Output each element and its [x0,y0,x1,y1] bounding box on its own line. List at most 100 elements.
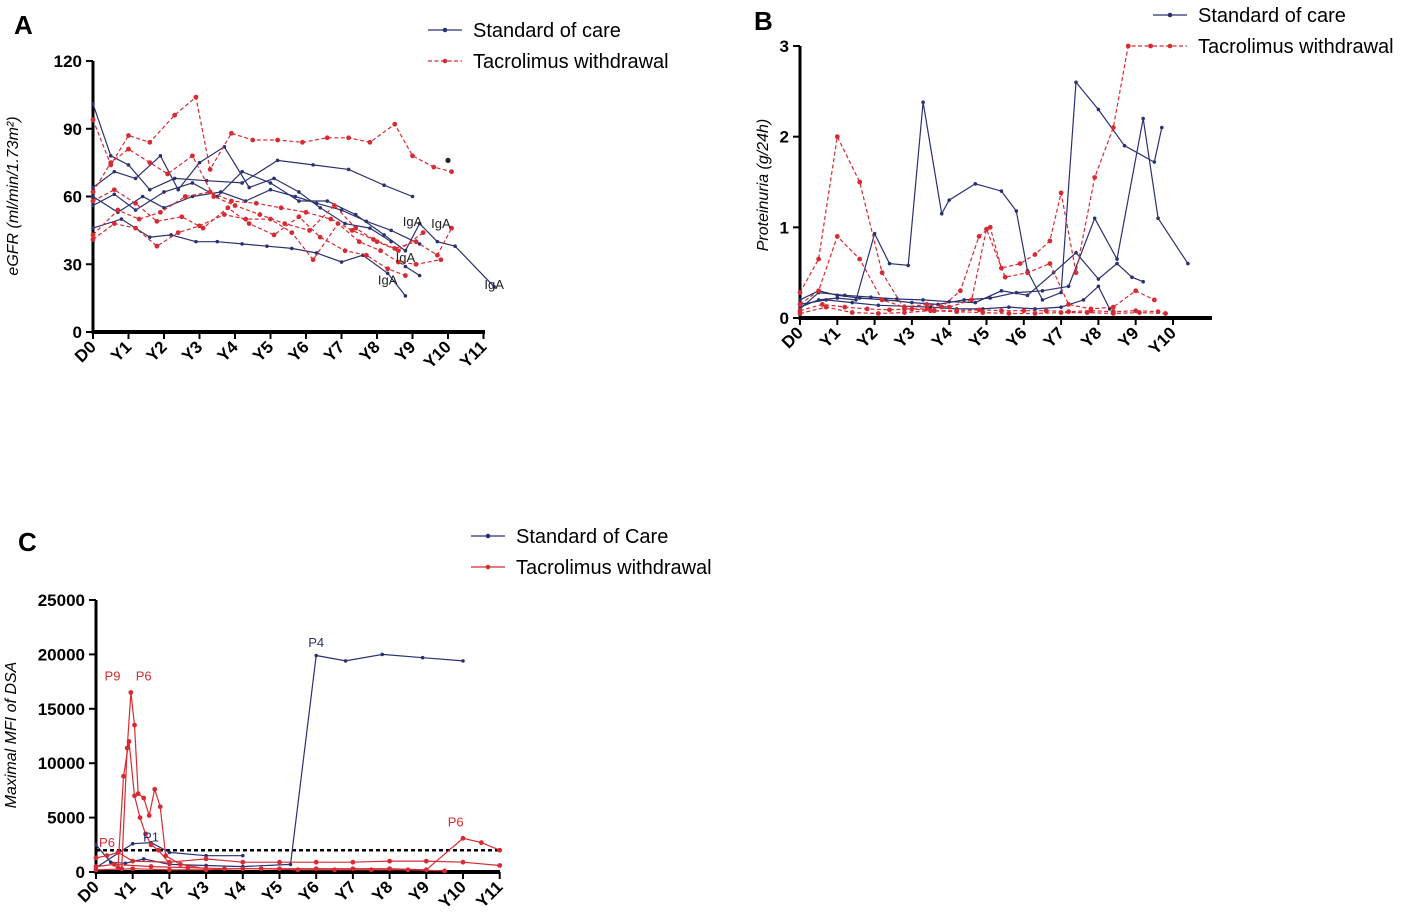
legend-label: Standard of Care [516,526,668,548]
data-point [297,199,301,203]
panel-letter: C [18,527,37,557]
data-point [887,261,892,266]
data-point [857,296,862,300]
data-point [461,659,465,663]
data-point [123,861,128,866]
data-point [842,293,847,298]
data-point [240,169,244,174]
data-point [91,185,95,190]
data-point [1032,252,1038,257]
x-tick-label: Y10 [1145,323,1180,358]
x-tick-label: Y2 [853,323,881,351]
annotation-label: P6 [99,835,115,850]
x-tick-label: Y5 [965,323,993,351]
data-point [449,169,454,175]
data-point [857,179,863,185]
data-point [204,863,208,868]
data-point [1137,310,1142,315]
data-point [147,160,153,166]
data-point [1125,43,1131,49]
legend-tacrolimus: Tacrolimus withdrawal [1153,36,1394,58]
data-point [819,302,825,307]
data-point [229,130,234,136]
x-tick-label: Y8 [368,877,396,905]
data-point [179,214,185,220]
data-point [93,855,99,861]
x-tick-label: Y3 [891,323,919,351]
data-point [939,211,944,216]
data-point [290,246,294,251]
data-point [111,221,117,227]
data-point [253,200,259,206]
annotation-label: IgA [431,216,451,231]
series-line [405,265,420,277]
data-point [980,310,986,315]
data-point [91,226,95,230]
data-point [834,134,840,140]
data-point [250,137,256,143]
data-point [356,239,362,245]
data-point [194,239,198,244]
data-point [343,659,348,663]
data-point [132,793,137,799]
data-point [111,187,117,193]
data-point [403,264,408,269]
data-point [973,300,978,305]
x-tick-label: Y9 [405,877,433,905]
data-point [350,859,356,865]
annotation-label: P6 [136,669,152,684]
data-point [137,815,143,820]
series-line [121,692,207,870]
data-point [119,217,124,221]
data-point [395,259,401,265]
data-point [297,190,301,194]
data-point [921,100,925,105]
series-line [799,251,1144,310]
x-tick-label: Y6 [1002,323,1030,351]
data-point [453,244,457,248]
data-point [1096,277,1101,281]
data-point [389,228,394,233]
data-point [211,194,217,199]
data-point [869,295,873,299]
data-point [1081,298,1086,302]
data-point [91,102,95,106]
x-tick-label: Y11 [472,877,506,911]
data-point [999,289,1004,293]
data-point [172,176,177,181]
data-point [272,176,276,181]
data-point [126,146,131,152]
series-line [799,80,1163,308]
data-point [193,94,199,100]
data-point [339,260,344,264]
data-point [368,867,374,873]
data-point [146,813,152,818]
series-line [92,103,413,198]
tacrolimus-series-4 [797,43,1154,312]
data-point [152,786,158,792]
data-point [497,863,503,868]
data-point [313,859,319,865]
data-point [241,853,245,858]
data-point [90,189,96,195]
legend-standard: Standard of Care [471,526,668,548]
data-point [342,248,348,254]
data-point [148,235,152,239]
data-point [969,297,974,303]
x-tick-label: Y4 [221,877,250,906]
data-point [1047,261,1053,266]
x-tick-label: Y1 [111,877,139,905]
data-point [371,237,376,242]
data-point [434,252,440,258]
series-line [92,218,406,297]
legend-standard: Standard of care [428,20,621,42]
data-point [126,739,132,744]
data-point [135,791,141,797]
data-point [1032,311,1038,316]
data-point [154,243,160,249]
data-point [1033,307,1037,311]
data-point [1017,261,1023,266]
data-point [849,310,855,315]
data-point [257,212,263,217]
